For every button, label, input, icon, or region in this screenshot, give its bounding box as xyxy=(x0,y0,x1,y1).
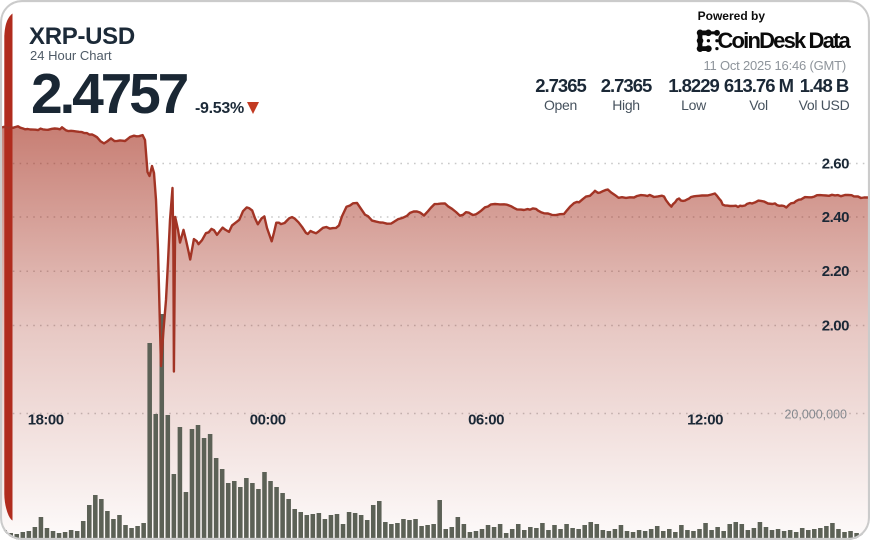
svg-text:2.60: 2.60 xyxy=(822,155,849,172)
svg-text:18:00: 18:00 xyxy=(28,412,64,429)
svg-text:2.40: 2.40 xyxy=(822,209,849,226)
svg-text:12:00: 12:00 xyxy=(687,412,723,429)
svg-text:2.00: 2.00 xyxy=(822,317,849,334)
svg-text:2.20: 2.20 xyxy=(822,263,849,280)
svg-text:20,000,000: 20,000,000 xyxy=(784,408,847,422)
svg-text:00:00: 00:00 xyxy=(250,412,286,429)
svg-text:06:00: 06:00 xyxy=(468,412,504,429)
